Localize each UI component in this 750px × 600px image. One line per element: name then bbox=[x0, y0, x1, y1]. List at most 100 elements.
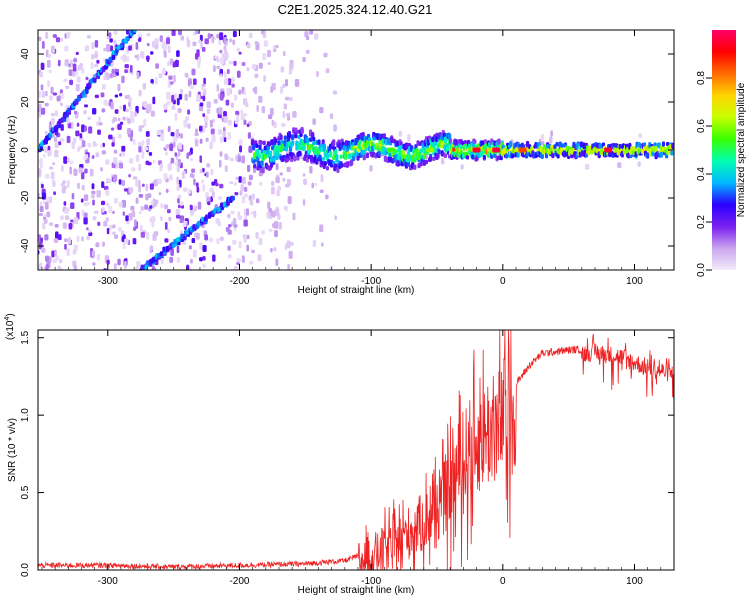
spectrogram-cell bbox=[289, 96, 293, 102]
spectrogram-cell bbox=[283, 50, 286, 57]
spectrogram-cell bbox=[64, 45, 69, 52]
spectrogram-cell bbox=[248, 174, 253, 181]
spectrogram-cell bbox=[65, 85, 70, 89]
spectrogram-cell bbox=[68, 223, 73, 230]
spectrogram-cell bbox=[604, 147, 613, 153]
spectrogram-cell bbox=[145, 183, 149, 192]
spectrogram-cell bbox=[72, 70, 76, 77]
spectrogram-cell bbox=[236, 47, 240, 52]
spectrogram-cell bbox=[233, 224, 238, 228]
spectrogram-cell bbox=[72, 63, 77, 72]
x-tick-label: 100 bbox=[626, 576, 643, 587]
spectrogram-cell bbox=[113, 197, 118, 204]
spectrogram-cell bbox=[618, 143, 622, 149]
colorbar-label: Normalized spectral amplitude bbox=[736, 82, 747, 217]
spectrogram-cell bbox=[80, 171, 85, 180]
spectrogram-cell bbox=[83, 194, 89, 201]
spectrogram-cell bbox=[100, 167, 104, 172]
spectrogram-cell bbox=[167, 228, 170, 234]
spectrogram-cell bbox=[259, 181, 263, 186]
spectrogram-cell bbox=[112, 136, 116, 144]
spectrogram-cell bbox=[312, 136, 316, 142]
spectrogram-cell bbox=[219, 136, 224, 140]
spectrogram-cell bbox=[219, 183, 224, 189]
spectrogram-cell bbox=[285, 206, 288, 212]
spectrogram-cell bbox=[216, 34, 220, 39]
spectrogram-cell bbox=[73, 217, 79, 225]
spectrogram-cell bbox=[332, 139, 336, 147]
spectrogram-cell bbox=[248, 195, 252, 201]
spectrogram-cell bbox=[70, 202, 75, 210]
spectrogram-cell bbox=[177, 198, 180, 204]
spectrogram-cell bbox=[81, 140, 86, 148]
spectrogram-cell bbox=[114, 94, 119, 98]
spectrogram-cell bbox=[218, 39, 222, 46]
spectrogram-cell bbox=[314, 33, 319, 40]
spectrogram-cell bbox=[224, 36, 227, 45]
spectrogram-cell bbox=[249, 260, 254, 265]
spectrogram-cell bbox=[175, 209, 181, 215]
spectrogram-cell bbox=[91, 250, 96, 257]
spectrogram-cell bbox=[306, 35, 310, 41]
spectrogram-cell bbox=[377, 150, 381, 156]
spectrogram-cell bbox=[59, 89, 63, 94]
spectrogram-cell bbox=[189, 204, 193, 211]
spectrogram-x-label: Height of straight line (km) bbox=[298, 285, 415, 296]
spectrogram-cell bbox=[230, 102, 235, 108]
spectrogram-cell bbox=[73, 265, 78, 270]
spectrogram-cell bbox=[653, 142, 657, 147]
spectrogram-cell bbox=[654, 145, 658, 153]
spectrogram-cell bbox=[40, 84, 44, 91]
spectrogram-cell bbox=[66, 180, 70, 188]
spectrogram-cell bbox=[66, 248, 70, 256]
spectrogram-cell bbox=[272, 222, 275, 229]
spectrogram-cell bbox=[261, 166, 265, 174]
spectrogram-cell bbox=[145, 130, 150, 137]
spectrogram-cell bbox=[178, 93, 183, 100]
x-tick-label: -200 bbox=[229, 276, 249, 287]
snr-frame bbox=[37, 329, 675, 571]
spectrogram-cell bbox=[226, 87, 231, 96]
spectrogram-cell bbox=[59, 267, 63, 270]
spectrogram-cell bbox=[169, 174, 173, 181]
spectrogram-cell bbox=[171, 105, 176, 111]
spectrogram-cell bbox=[187, 109, 191, 115]
spectrogram-cell bbox=[280, 86, 284, 94]
spectrogram-cell bbox=[90, 194, 95, 199]
spectrogram-cell bbox=[638, 133, 643, 138]
spectrogram-cell bbox=[73, 110, 78, 115]
spectrogram-cell bbox=[196, 49, 200, 58]
spectrogram-cell bbox=[105, 189, 110, 196]
spectrogram-cell bbox=[228, 38, 233, 43]
spectrogram-cell bbox=[117, 83, 121, 92]
spectrogram-cell bbox=[463, 140, 468, 145]
spectrogram-cell bbox=[555, 141, 559, 147]
spectrogram-cell bbox=[145, 160, 150, 166]
spectrogram-x-ticks: -300 -200 -100 0 100 bbox=[41, 30, 675, 287]
spectrogram-cell bbox=[41, 247, 46, 253]
spectrogram-cell bbox=[422, 152, 426, 160]
spectrogram-cell bbox=[209, 187, 214, 193]
spectrogram-cell bbox=[322, 143, 326, 150]
spectrogram-cell bbox=[138, 163, 142, 171]
spectrogram-cell bbox=[132, 176, 138, 180]
spectrogram-cell bbox=[41, 41, 45, 49]
spectrogram-cell bbox=[204, 120, 208, 129]
spectrogram-cell bbox=[192, 78, 197, 85]
spectrogram-cell bbox=[136, 261, 141, 268]
spectrogram-cell bbox=[121, 179, 126, 187]
spectrogram-cell bbox=[480, 150, 484, 157]
spectrogram-cell bbox=[240, 109, 244, 114]
spectrogram-cell bbox=[311, 182, 314, 189]
spectrogram-cell bbox=[50, 117, 55, 125]
spectrogram-cell bbox=[98, 122, 103, 126]
x-tick-label: -300 bbox=[98, 576, 118, 587]
spectrogram-cell bbox=[76, 122, 80, 127]
spectrogram-cell bbox=[219, 32, 224, 41]
spectrogram-cell bbox=[250, 211, 254, 215]
spectrogram-cell bbox=[49, 222, 54, 226]
spectrogram-cell bbox=[228, 224, 232, 228]
spectrogram-cell bbox=[293, 156, 297, 161]
spectrogram-cell bbox=[180, 35, 184, 41]
